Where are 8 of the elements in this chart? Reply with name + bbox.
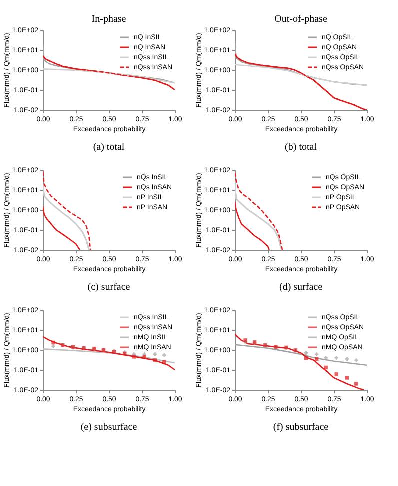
text: (f) subsurface [273,422,330,433]
text: (a) total [93,142,125,153]
text: Out-of-phase [274,14,328,25]
text: (c) surface [88,282,131,293]
text: (b) total [285,142,318,153]
text: In-phase [92,14,127,25]
text: (d) surface [279,282,324,293]
text: (e) subsurface [80,422,138,433]
